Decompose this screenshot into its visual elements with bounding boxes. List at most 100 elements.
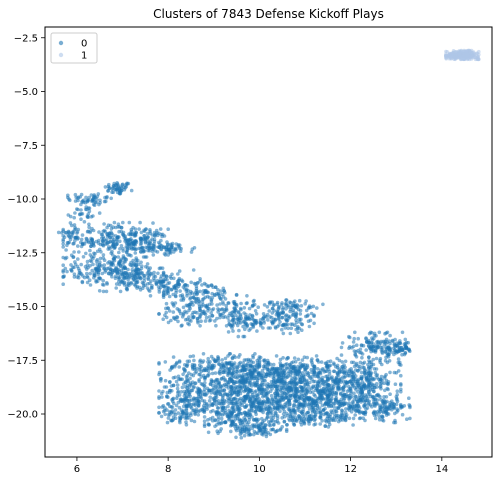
data-point: [109, 230, 113, 235]
data-point: [146, 235, 150, 239]
data-point: [348, 379, 353, 384]
data-point: [166, 227, 170, 231]
data-point: [312, 368, 316, 373]
data-point: [402, 352, 407, 357]
data-point: [398, 360, 402, 365]
data-point: [62, 274, 66, 279]
data-point: [166, 291, 170, 296]
data-point: [156, 245, 161, 249]
data-point: [77, 273, 81, 277]
data-point: [306, 404, 311, 408]
data-point: [217, 422, 222, 426]
data-point: [185, 398, 190, 403]
data-point: [260, 317, 265, 321]
data-point: [202, 384, 206, 388]
data-point: [313, 399, 317, 403]
data-point: [179, 377, 183, 381]
data-point: [245, 294, 249, 298]
data-point: [134, 263, 138, 267]
data-point: [452, 55, 456, 59]
data-point: [349, 367, 353, 371]
data-point: [267, 399, 272, 404]
data-point: [343, 410, 348, 415]
data-point: [444, 49, 448, 54]
data-point: [313, 414, 318, 418]
data-point: [301, 385, 306, 390]
data-point: [226, 414, 230, 419]
data-point: [174, 294, 178, 299]
data-point: [140, 246, 144, 250]
data-point: [110, 253, 115, 257]
data-point: [362, 371, 367, 375]
data-point: [354, 394, 358, 399]
data-point: [313, 388, 318, 393]
data-point: [125, 245, 130, 250]
data-point: [269, 428, 274, 432]
data-point: [241, 372, 246, 377]
data-point: [277, 377, 282, 381]
data-point: [281, 398, 286, 402]
data-point: [85, 274, 89, 279]
data-point: [84, 195, 88, 200]
data-point: [100, 271, 105, 276]
data-point: [204, 368, 209, 373]
data-point: [392, 370, 397, 375]
data-point: [363, 368, 367, 372]
data-point: [241, 334, 245, 339]
data-point: [224, 308, 229, 312]
data-point: [335, 384, 340, 389]
data-point: [207, 295, 212, 300]
data-point: [234, 428, 239, 433]
data-point: [139, 260, 143, 265]
data-point: [288, 373, 293, 377]
data-point: [398, 341, 402, 346]
data-point: [177, 359, 182, 363]
data-point: [271, 362, 276, 367]
data-point: [68, 237, 73, 242]
data-point: [161, 317, 165, 322]
data-point: [380, 404, 385, 409]
data-point: [218, 302, 222, 306]
data-point: [234, 387, 239, 392]
data-point: [313, 384, 318, 388]
data-point: [393, 337, 397, 342]
data-point: [282, 322, 286, 327]
data-point: [251, 299, 256, 304]
data-point: [249, 360, 254, 364]
data-point: [218, 289, 223, 293]
data-point: [79, 212, 84, 216]
data-point: [335, 375, 339, 380]
data-point: [326, 389, 330, 394]
data-point: [365, 398, 370, 403]
data-point: [339, 353, 344, 357]
data-point: [171, 355, 176, 359]
data-point: [262, 388, 266, 393]
data-point: [461, 49, 466, 54]
data-point: [227, 322, 232, 327]
data-point: [182, 366, 186, 371]
data-point: [258, 372, 263, 376]
data-point: [300, 358, 305, 362]
data-point: [163, 378, 168, 383]
data-point: [399, 373, 403, 378]
data-point: [277, 393, 282, 398]
data-point: [230, 400, 234, 404]
data-point: [394, 395, 399, 399]
data-point: [145, 262, 150, 266]
data-point: [297, 298, 302, 303]
data-point: [90, 238, 94, 242]
data-point: [109, 267, 113, 272]
data-point: [191, 303, 195, 307]
data-point: [194, 409, 199, 414]
data-point: [115, 267, 119, 271]
data-point: [104, 238, 109, 242]
data-point: [272, 302, 277, 307]
data-point: [294, 369, 298, 373]
data-point: [366, 374, 371, 378]
data-point: [187, 401, 192, 406]
data-point: [87, 206, 92, 210]
data-point: [98, 256, 103, 261]
data-point: [300, 371, 305, 375]
data-point: [299, 423, 304, 427]
data-point: [129, 280, 134, 285]
